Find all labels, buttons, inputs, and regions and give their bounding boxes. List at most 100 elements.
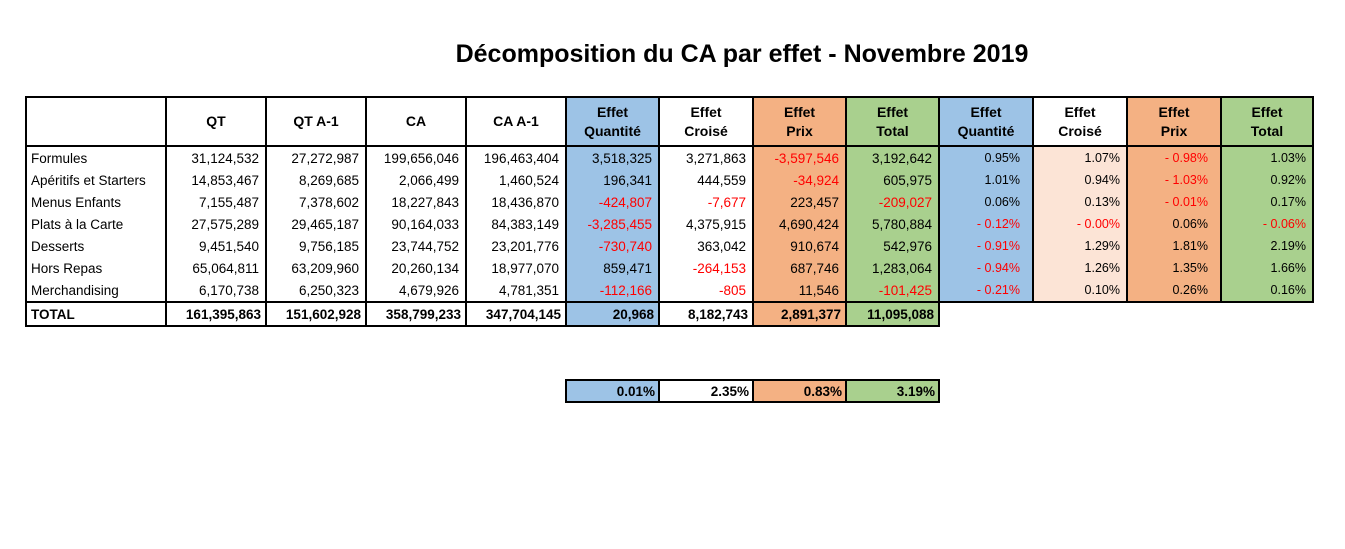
cell-pq: - 0.91% [938,235,1034,257]
cell-et: 3,192,642 [845,146,940,169]
header-label: Effet [876,103,909,120]
cell-et: 542,976 [845,235,940,257]
cell-pc: 0.13% [1032,191,1128,213]
cell-ec: -264,153 [658,257,754,279]
cell-et: -101,425 [845,279,940,303]
cell-pq: - 0.94% [938,257,1034,279]
cell-ca: 199,656,046 [365,146,467,169]
cell-eq: 196,341 [565,169,660,191]
cell-ep: -34,924 [752,169,847,191]
cell-pp: - 1.03% [1126,169,1222,191]
cell-ep: 11,546 [752,279,847,303]
summary-row: 0.01% 2.35% 0.83% 3.19% [565,379,940,403]
cell-pp: 0.06% [1126,213,1222,235]
cell-eq: 3,518,325 [565,146,660,169]
cell-qt: 7,155,487 [165,191,267,213]
cell-et: 1,283,064 [845,257,940,279]
cell-ca-a1: 4,781,351 [465,279,567,303]
header-cell: Effet Quantité [565,96,660,147]
header-cell: CA [365,96,467,147]
cell-ca: 20,260,134 [365,257,467,279]
empty-cell [1221,302,1313,326]
header-label: QT A-1 [293,113,339,129]
cell-qt-a1: 27,272,987 [265,146,367,169]
cell-name: Plats à la Carte [25,213,167,235]
cell-name: Apéritifs et Starters [25,169,167,191]
cell-ca-a1: 1,460,524 [465,169,567,191]
cell-qt: 14,853,467 [165,169,267,191]
empty-cell [1127,302,1221,326]
total-effet-croise: 8,182,743 [658,301,754,327]
cell-pc: - 0.00% [1032,213,1128,235]
cell-pt: 0.16% [1220,279,1314,303]
empty-cell [939,302,1033,326]
summary-table: 0.01% 2.35% 0.83% 3.19% [565,379,940,403]
cell-pq: - 0.21% [938,279,1034,303]
header-label: CA A-1 [493,113,539,129]
header-label: Effet [1064,103,1096,120]
header-label: Effet [1158,103,1190,120]
cell-eq: -424,807 [565,191,660,213]
total-ca-a1: 347,704,145 [465,301,567,327]
cell-pt: 2.19% [1220,235,1314,257]
page-title: Décomposition du CA par effet - Novembre… [455,40,1029,68]
header-label: Croisé [684,122,728,139]
cell-ca: 2,066,499 [365,169,467,191]
cell-name: Desserts [25,235,167,257]
cell-ep: 687,746 [752,257,847,279]
header-cell: QT A-1 [265,96,367,147]
table-row: Hors Repas 65,064,811 63,209,960 20,260,134… [25,257,1314,279]
total-ca: 358,799,233 [365,301,467,327]
total-qt: 161,395,863 [165,301,267,327]
cell-ca: 23,744,752 [365,235,467,257]
cell-ca: 4,679,926 [365,279,467,303]
summary-effet-quantite: 0.01% [565,379,660,403]
header-label: QT [206,113,226,129]
header-cell: Effet Croisé [658,96,754,147]
total-effet-prix: 2,891,377 [752,301,847,327]
cell-qt-a1: 9,756,185 [265,235,367,257]
cell-eq: -3,285,455 [565,213,660,235]
header-row: QT QT A-1 CA CA A-1 Effet Quantité Effet C… [25,96,1314,147]
cell-pt: 1.03% [1220,146,1314,169]
total-row: TOTAL 161,395,863 151,602,928 358,799,23… [25,301,1313,327]
header-label: Croisé [1058,122,1102,139]
cell-qt: 65,064,811 [165,257,267,279]
header-cell: Effet Prix [752,96,847,147]
cell-pc: 0.94% [1032,169,1128,191]
cell-qt-a1: 7,378,602 [265,191,367,213]
header-cell: CA A-1 [465,96,567,147]
total-label: TOTAL [25,301,167,327]
cell-ec: -805 [658,279,754,303]
header-label: Total [876,122,909,139]
cell-pt: 0.92% [1220,169,1314,191]
cell-ep: -3,597,546 [752,146,847,169]
header-cell [25,96,167,147]
header-label: Prix [1160,122,1188,139]
cell-ca-a1: 84,383,149 [465,213,567,235]
cell-ec: -7,677 [658,191,754,213]
cell-name: Merchandising [25,279,167,303]
table-row: Formules 31,124,532 27,272,987 199,656,046 1… [25,146,1314,169]
header-cell: Effet Croisé [1032,96,1128,147]
summary-effet-croise: 2.35% [658,379,754,403]
cell-qt: 9,451,540 [165,235,267,257]
header-label: Quantité [584,122,641,139]
cell-pt: 1.66% [1220,257,1314,279]
header-label: Effet [690,103,722,120]
cell-pc: 1.26% [1032,257,1128,279]
cell-pc: 1.29% [1032,235,1128,257]
total-effet-total: 11,095,088 [845,301,940,327]
header-label: Total [1250,122,1284,139]
total-effet-quantite: 20,968 [565,301,660,327]
header-cell: Effet Total [1220,96,1314,147]
header-label: Effet [783,103,816,120]
cell-ca-a1: 23,201,776 [465,235,567,257]
total-qt-a1: 151,602,928 [265,301,367,327]
header-label: Effet [1251,103,1283,120]
cell-eq: -112,166 [565,279,660,303]
cell-eq: 859,471 [565,257,660,279]
cell-pt: - 0.06% [1220,213,1314,235]
cell-name: Formules [25,146,167,169]
cell-et: 605,975 [845,169,940,191]
